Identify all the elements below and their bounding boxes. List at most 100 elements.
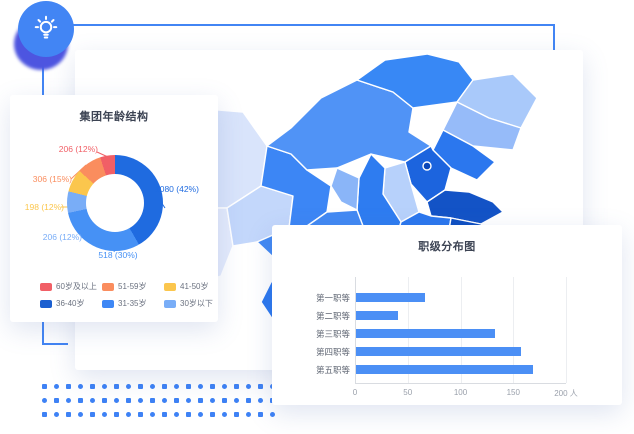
decor-dot bbox=[150, 412, 155, 417]
decor-dot bbox=[66, 412, 71, 417]
decor-dot bbox=[114, 412, 119, 417]
age-structure-card: 集团年龄结构 1080 (42%) 518 (30%) 206 (12%) 198 (… bbox=[10, 95, 218, 322]
decor-dot bbox=[54, 384, 59, 389]
x-tick-label-50: 50 bbox=[403, 388, 413, 397]
legend-label: 51-59岁 bbox=[118, 282, 147, 291]
decor-dot bbox=[198, 384, 203, 389]
decor-dot bbox=[138, 412, 143, 417]
decor-dot bbox=[78, 398, 83, 403]
connector-line-top-horizontal bbox=[45, 24, 555, 26]
legend-label: 31-35岁 bbox=[118, 299, 147, 308]
donut-label-41-50岁: 198 (12%) bbox=[24, 202, 64, 212]
bar-category-label-第二职等: 第二职等 bbox=[315, 311, 350, 321]
donut-label-30岁以下: 206 (12%) bbox=[42, 232, 82, 242]
map-region-beijing bbox=[422, 161, 432, 171]
bar-card-title: 职级分布图 bbox=[418, 241, 476, 253]
legend-item-41-50岁: 41-50岁 bbox=[164, 281, 226, 292]
bar-第二职等 bbox=[356, 311, 399, 320]
decor-dot bbox=[138, 384, 143, 389]
decor-dot bbox=[42, 384, 47, 389]
decor-dot bbox=[102, 384, 107, 389]
decor-dot bbox=[66, 384, 71, 389]
donut-chart: 1080 (42%) 518 (30%) 206 (12%) 198 (12%) 306… bbox=[10, 95, 218, 322]
decor-dot bbox=[246, 384, 251, 389]
decor-dot bbox=[174, 412, 179, 417]
decor-dot bbox=[114, 398, 119, 403]
decor-dot bbox=[174, 384, 179, 389]
legend-swatch bbox=[102, 282, 114, 291]
gridline-200 bbox=[566, 277, 567, 383]
donut-legend: 60岁及以上 51-59岁 41-50岁 36-40岁 31-35岁 30岁以下 bbox=[40, 281, 213, 309]
decor-dot bbox=[78, 384, 83, 389]
legend-label: 30岁以下 bbox=[180, 299, 213, 308]
map-region-hebei bbox=[404, 145, 452, 203]
x-tick-label-200: 200 人 bbox=[554, 389, 578, 398]
bar-category-label-第四职等: 第四职等 bbox=[315, 347, 350, 357]
bar-category-label-第五职等: 第五职等 bbox=[315, 365, 350, 375]
decor-dot bbox=[198, 398, 203, 403]
x-tick-label-100: 100 bbox=[453, 388, 468, 397]
decor-dot bbox=[186, 412, 191, 417]
donut-label-60岁及以上: 206 (12%) bbox=[58, 144, 98, 154]
decor-dot bbox=[186, 398, 191, 403]
decor-dot bbox=[90, 412, 95, 417]
decor-dot bbox=[258, 384, 263, 389]
decor-dot bbox=[198, 412, 203, 417]
x-tick-label-0: 0 bbox=[352, 388, 358, 397]
decor-dot bbox=[78, 412, 83, 417]
decor-dot bbox=[246, 398, 251, 403]
idea-badge bbox=[10, 0, 80, 72]
decor-dot bbox=[126, 398, 131, 403]
decor-dot bbox=[162, 398, 167, 403]
decor-dot bbox=[150, 398, 155, 403]
decor-dot bbox=[150, 384, 155, 389]
decor-dot bbox=[102, 398, 107, 403]
decor-dot bbox=[66, 398, 71, 403]
decor-dot bbox=[210, 384, 215, 389]
legend-item-60岁及以上: 60岁及以上 bbox=[40, 281, 102, 292]
bar-第三职等 bbox=[356, 329, 496, 338]
lightbulb-icon bbox=[34, 15, 58, 39]
map-region-innermongolia bbox=[266, 79, 432, 171]
decor-dot bbox=[234, 412, 239, 417]
decor-dot bbox=[210, 412, 215, 417]
decor-dot bbox=[102, 412, 107, 417]
decor-dot bbox=[42, 412, 47, 417]
legend-swatch bbox=[164, 282, 176, 291]
legend-swatch bbox=[40, 299, 52, 308]
donut-label-51-59岁: 306 (15%) bbox=[32, 174, 72, 184]
decor-dot bbox=[90, 398, 95, 403]
connector-line-bottomleft-vertical bbox=[42, 322, 44, 345]
decor-dot bbox=[42, 398, 47, 403]
connector-line-top-vertical bbox=[553, 24, 555, 52]
decor-dot bbox=[234, 398, 239, 403]
decor-dot bbox=[222, 412, 227, 417]
decor-dot bbox=[114, 384, 119, 389]
decor-dot bbox=[54, 412, 59, 417]
legend-label: 60岁及以上 bbox=[56, 282, 97, 291]
decor-dot bbox=[210, 398, 215, 403]
decor-dot bbox=[222, 398, 227, 403]
map-region-ningxia bbox=[330, 167, 360, 211]
decor-dot bbox=[258, 412, 263, 417]
legend-swatch bbox=[164, 299, 176, 308]
donut-label-31-35岁: 518 (30%) bbox=[98, 250, 138, 260]
decor-dot bbox=[222, 384, 227, 389]
legend-label: 41-50岁 bbox=[180, 282, 209, 291]
legend-swatch bbox=[102, 299, 114, 308]
bar-chart-x-axis bbox=[355, 383, 566, 384]
decor-dot bbox=[258, 398, 263, 403]
x-tick-label-150: 150 bbox=[506, 388, 520, 397]
legend-swatch bbox=[40, 282, 52, 291]
decor-dot bbox=[90, 384, 95, 389]
decor-dot bbox=[138, 398, 143, 403]
gridline-150 bbox=[513, 277, 515, 383]
rank-distribution-card: 职级分布图 0 50 100 150 200 人 第一职等 第二职等 第三职等 第四职等 第五职等 bbox=[272, 225, 622, 405]
decor-dot bbox=[162, 384, 167, 389]
bar-chart: 0 50 100 150 200 人 第一职等 第二职等 第三职等 第四职等 第五职等 bbox=[272, 225, 622, 405]
decor-dot bbox=[162, 412, 167, 417]
bar-第四职等 bbox=[356, 347, 521, 356]
bar-第一职等 bbox=[356, 293, 425, 302]
decor-dot bbox=[126, 412, 131, 417]
decor-dot bbox=[246, 412, 251, 417]
